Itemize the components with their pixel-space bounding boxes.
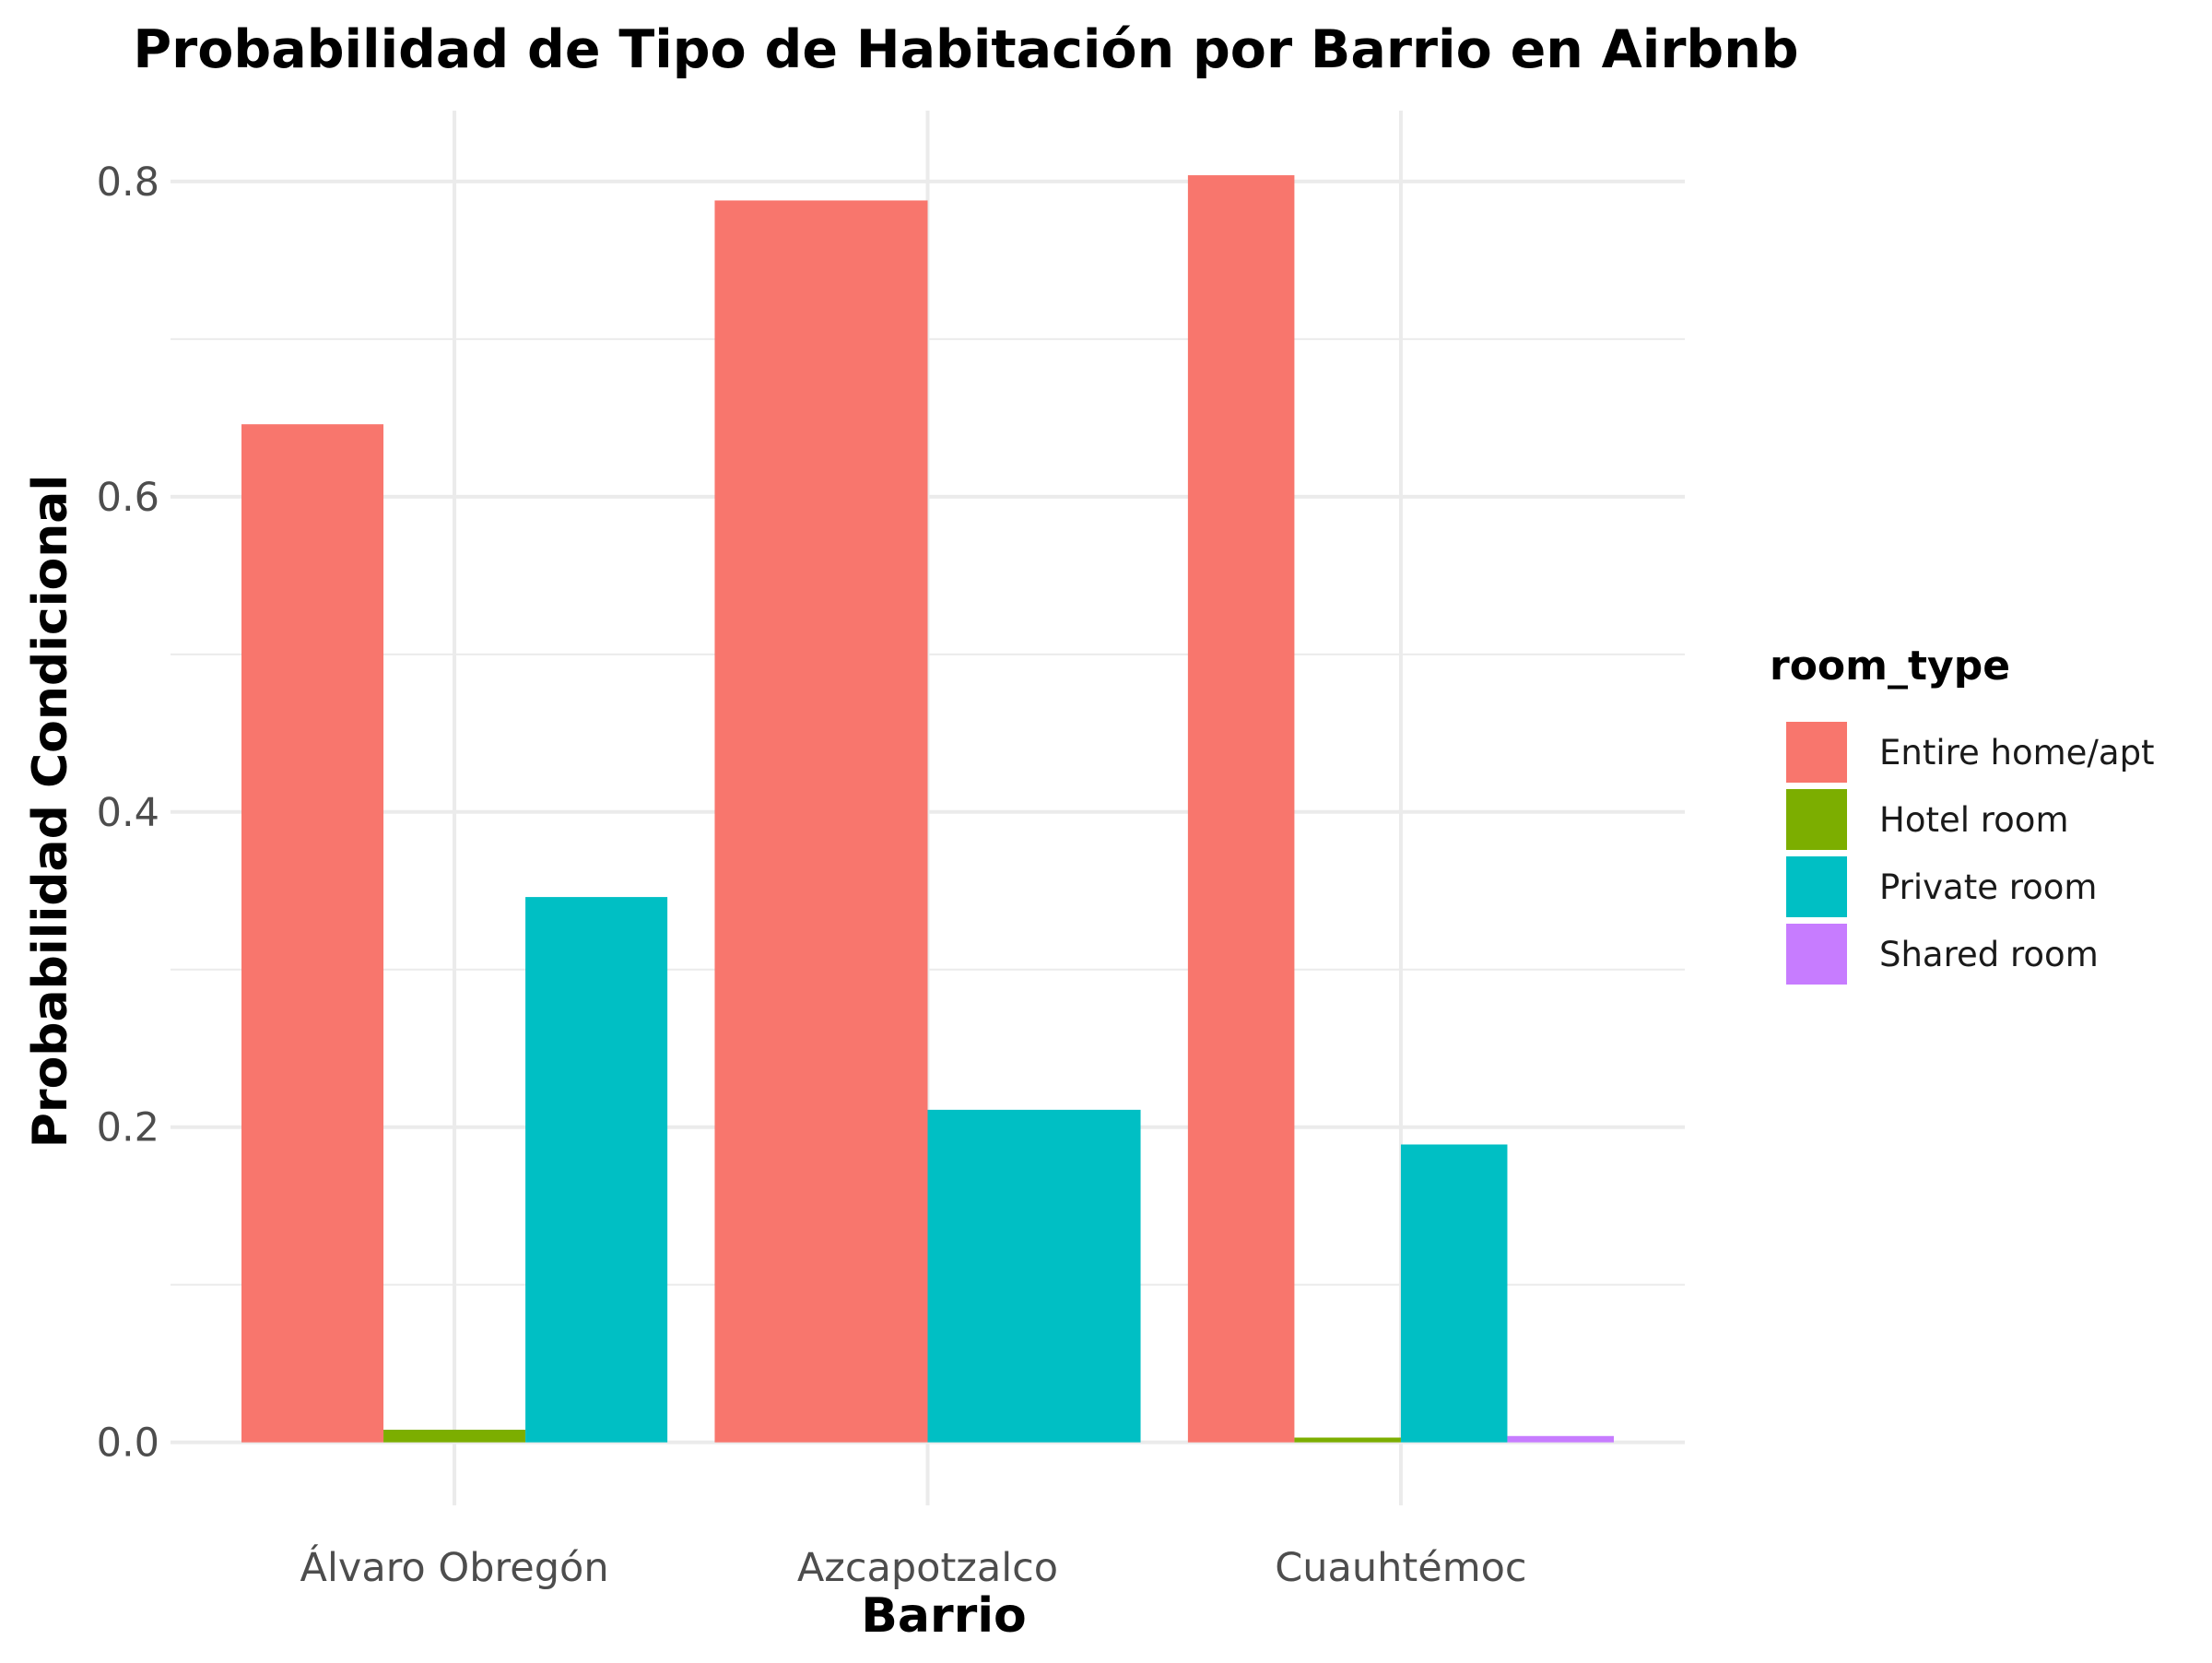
y-tick-label: 0.2 [97, 1105, 159, 1151]
bar-private-room [525, 897, 668, 1443]
legend-label: Hotel room [1879, 800, 2069, 840]
bar-hotel-room [1294, 1437, 1401, 1443]
x-axis-ticks: Álvaro Obregón Azcapotzalco Cuauhtémoc [300, 1544, 1527, 1591]
bars [241, 175, 1614, 1443]
bar-entire-home-apt [241, 424, 384, 1443]
x-tick-label: Álvaro Obregón [300, 1544, 609, 1591]
x-tick-label: Cuauhtémoc [1275, 1545, 1526, 1591]
y-tick-label: 0.0 [97, 1421, 159, 1467]
x-tick-label: Azcapotzalco [797, 1545, 1058, 1591]
legend-swatch [1786, 789, 1847, 850]
bar-hotel-room [383, 1429, 526, 1443]
bar-entire-home-apt [1187, 175, 1295, 1443]
bar-private-room [927, 1109, 1141, 1443]
legend-label: Entire home/apt [1879, 733, 2155, 773]
legend-swatch [1786, 722, 1847, 783]
y-tick-label: 0.6 [97, 475, 159, 521]
legend-label: Private room [1879, 867, 2097, 907]
x-axis-title: Barrio [861, 1588, 1027, 1644]
bar-shared-room [1507, 1435, 1614, 1443]
chart-title: Probabilidad de Tipo de Habitación por B… [133, 19, 1798, 80]
y-tick-label: 0.8 [97, 159, 159, 206]
bar-private-room [1400, 1144, 1508, 1443]
y-axis-title: Probabilidad Condicional [23, 475, 78, 1148]
legend-swatch [1786, 856, 1847, 917]
legend: room_type Entire home/apt Hotel room Priva… [1770, 643, 2155, 985]
bar-entire-home-apt [714, 200, 928, 1443]
legend-title: room_type [1770, 643, 2010, 690]
y-axis-ticks: 0.0 0.2 0.4 0.6 0.8 [97, 159, 159, 1467]
legend-swatch [1786, 924, 1847, 985]
legend-label: Shared room [1879, 935, 2099, 974]
y-tick-label: 0.4 [97, 790, 159, 836]
